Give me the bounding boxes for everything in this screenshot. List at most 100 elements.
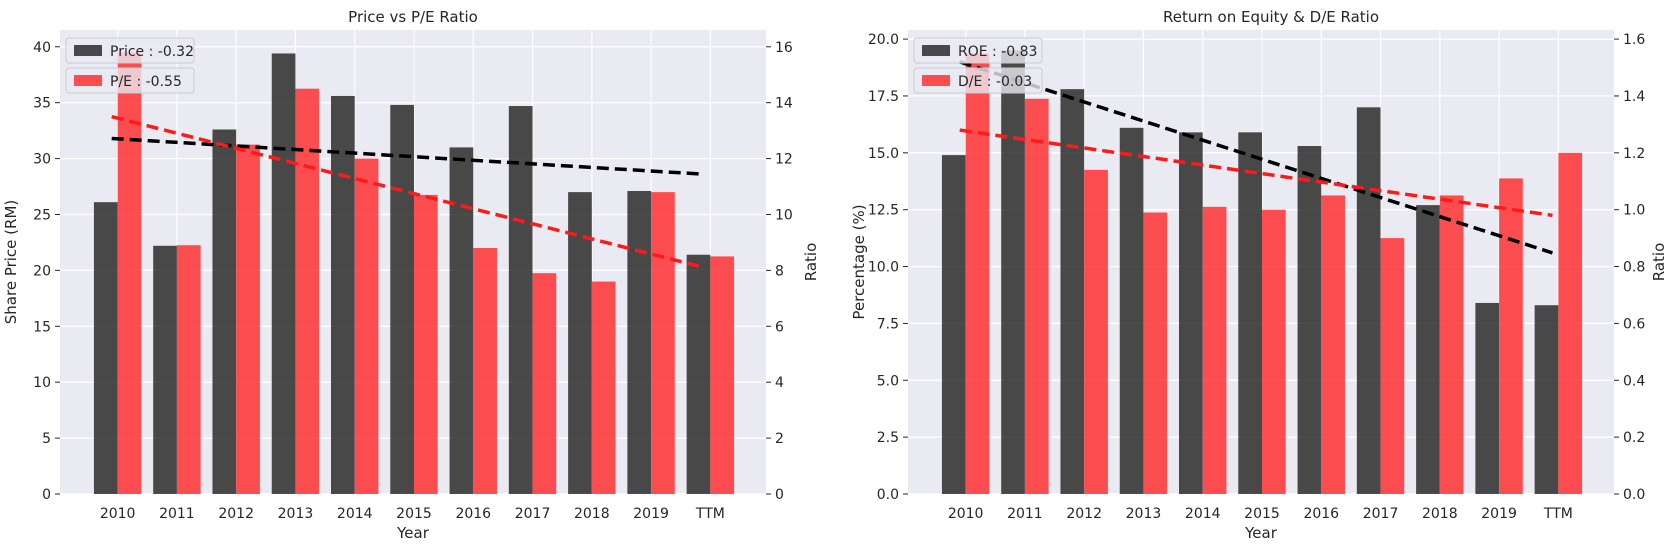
legend-D/E: D/E : -0.03 [913, 67, 1043, 94]
y2tick-label: 0 [775, 487, 784, 503]
xtick-label: 2014 [337, 506, 373, 522]
xtick-label: 2014 [1185, 506, 1221, 522]
ytick-label: 30 [33, 152, 51, 168]
bar [1558, 152, 1583, 494]
xtick-label: 2017 [515, 506, 551, 522]
xtick-label: 2012 [218, 506, 254, 522]
legend-label: ROE : -0.83 [958, 44, 1037, 60]
bar [1202, 206, 1227, 494]
bar [390, 104, 414, 495]
x-axis-label: Year [396, 524, 430, 542]
xtick-label: 2013 [278, 506, 314, 522]
y2tick-label: 2 [775, 431, 784, 447]
ytick-label: 20 [33, 263, 51, 279]
bar [236, 144, 260, 494]
bar [710, 256, 735, 494]
bar [1084, 169, 1108, 494]
bar [354, 158, 379, 494]
bar [331, 95, 355, 495]
ytick-label: 7.5 [877, 316, 899, 332]
bar [1439, 195, 1464, 494]
bar [1475, 302, 1500, 494]
chart-title: Price vs P/E Ratio [348, 8, 478, 26]
bar [508, 106, 533, 494]
legend-box [913, 37, 1043, 64]
bar [686, 254, 711, 494]
y2tick-label: 16 [775, 40, 793, 56]
bar [1119, 127, 1144, 494]
bar [93, 202, 118, 494]
bar [1356, 107, 1381, 494]
bar [1060, 89, 1085, 494]
xtick-label: 2018 [574, 506, 610, 522]
y2tick-label: 1.2 [1623, 146, 1645, 162]
y2tick-label: 0.4 [1623, 373, 1645, 389]
bar [1297, 146, 1322, 494]
chart-2: 0.0 2.5 5.0 7.5 10.0 12.5 15.0 17.5 20.0 0.0 0.2 0.… [850, 8, 1668, 542]
xtick-label: 2013 [1126, 506, 1162, 522]
bar [473, 248, 497, 494]
legend-P/E: P/E : -0.55 [65, 67, 195, 94]
chart-1: 0 5 10 15 20 25 30 35 40 0 2 4 6 8 10 12 14 16 2010 2011 201… [2, 8, 820, 542]
bar [532, 273, 557, 494]
y2tick-label: 0.8 [1623, 260, 1645, 276]
xtick-label: 2010 [948, 506, 984, 522]
xtick-label: 2019 [1481, 506, 1517, 522]
xtick-label: 2015 [1244, 506, 1280, 522]
bar [568, 192, 592, 494]
trend-line-Price [111, 136, 705, 176]
bar [941, 155, 966, 495]
ytick-label: 0 [42, 487, 51, 503]
y2tick-label: 0.2 [1623, 430, 1645, 446]
y2tick-label: 0.6 [1623, 316, 1645, 332]
ytick-label: 5.0 [877, 373, 899, 389]
ytick-label: 25 [33, 207, 51, 223]
xtick-label: 2012 [1066, 506, 1102, 522]
bar [651, 192, 675, 494]
legend-box [65, 37, 195, 64]
ytick-label: 10 [33, 375, 51, 391]
xtick-label: TTM [695, 506, 725, 522]
y2tick-label: 14 [775, 96, 793, 112]
legend-swatch [74, 75, 102, 86]
xtick-label: 2019 [633, 506, 669, 522]
ytick-label: 35 [33, 96, 51, 112]
xtick-label: 2016 [1303, 506, 1339, 522]
bar [117, 52, 142, 494]
bar [1534, 305, 1559, 494]
bar [414, 194, 438, 495]
y2tick-label: 12 [775, 152, 793, 168]
xtick-label: 2017 [1363, 506, 1399, 522]
y2tick-label: 0.0 [1623, 487, 1645, 503]
series-P/E [117, 52, 735, 495]
trend-line-D/E [959, 128, 1553, 218]
legend-label: Price : -0.32 [110, 44, 194, 60]
bar [1380, 238, 1405, 494]
y2tick-label: 4 [775, 375, 784, 391]
series-D/E [965, 53, 1583, 495]
xtick-label: TTM [1543, 506, 1573, 522]
ytick-label: 15.0 [868, 146, 899, 162]
bar [1499, 178, 1523, 495]
bar [965, 53, 990, 495]
legend-Price: Price : -0.32 [65, 37, 195, 64]
legend-ROE: ROE : -0.83 [913, 37, 1043, 64]
y2-axis-label: Ratio [1650, 243, 1668, 282]
ytick-label: 20.0 [868, 32, 899, 48]
y2tick-label: 6 [775, 319, 784, 335]
legend-box [65, 67, 195, 94]
bar [1001, 50, 1025, 495]
bar [1238, 132, 1262, 494]
y2tick-label: 1.4 [1623, 89, 1645, 105]
xtick-label: 2011 [1007, 506, 1043, 522]
ytick-label: 17.5 [868, 89, 899, 105]
bar [1416, 205, 1440, 494]
ytick-label: 10.0 [868, 260, 899, 276]
ytick-label: 15 [33, 319, 51, 335]
bar [627, 191, 652, 494]
bar [1024, 98, 1049, 494]
x-axis-label: Year [1244, 524, 1278, 542]
ytick-label: 0.0 [877, 487, 899, 503]
y-axis-label: Percentage (%) [850, 204, 868, 319]
